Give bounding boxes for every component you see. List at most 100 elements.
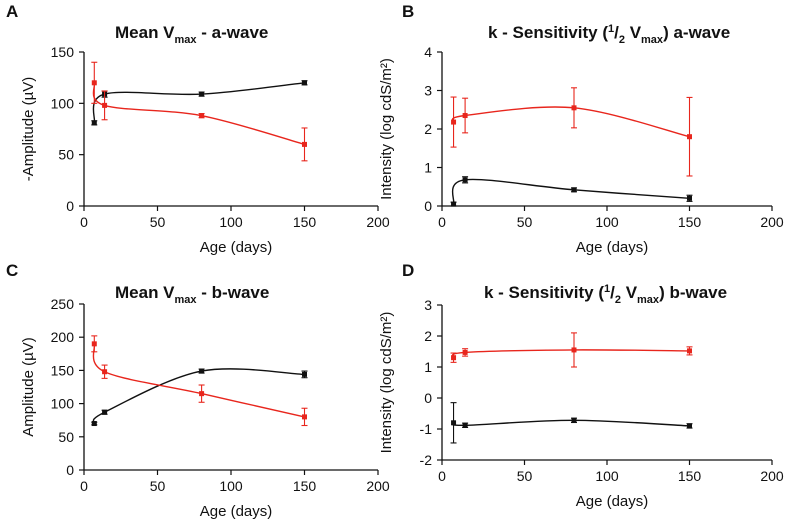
y-tick-label-b: 0 bbox=[424, 198, 432, 214]
x-tick-label-a: 100 bbox=[219, 214, 243, 230]
data-point-red-d bbox=[462, 349, 468, 355]
data-point-black-c bbox=[302, 371, 307, 377]
y-tick-label-c: 50 bbox=[58, 429, 74, 445]
x-tick-label-b: 100 bbox=[595, 214, 619, 230]
series-line-red-d bbox=[451, 349, 690, 359]
data-point-black-a bbox=[302, 80, 307, 86]
data-point-red-a bbox=[302, 141, 307, 147]
x-tick-label-c: 50 bbox=[150, 478, 166, 494]
x-tick-label-b: 50 bbox=[517, 214, 533, 230]
data-point-red-a bbox=[91, 80, 97, 86]
x-tick-label-b: 200 bbox=[760, 214, 784, 230]
data-point-black-b bbox=[451, 201, 457, 207]
series-line-black-c bbox=[92, 368, 305, 424]
x-axis-label-d: Age (days) bbox=[576, 493, 649, 510]
y-tick-label-a: 150 bbox=[51, 44, 75, 60]
y-tick-label-a: 100 bbox=[51, 95, 75, 111]
x-tick-label-b: 150 bbox=[678, 214, 702, 230]
chart-a-title: Mean Vmax - a-wave bbox=[115, 23, 268, 46]
data-point-black-c bbox=[199, 368, 205, 374]
y-tick-label-d: 2 bbox=[424, 328, 432, 344]
data-point-red-b bbox=[571, 105, 577, 111]
data-point-black-b bbox=[571, 187, 577, 193]
y-tick-label-d: -1 bbox=[420, 421, 433, 437]
series-line-black-b bbox=[451, 178, 690, 205]
data-point-black-c bbox=[91, 421, 97, 427]
data-point-black-d bbox=[687, 423, 692, 429]
chart-b-title: k - Sensitivity (1/2 Vmax) a-wave bbox=[488, 23, 730, 46]
data-point-red-a bbox=[102, 102, 108, 108]
x-tick-label-b: 0 bbox=[438, 214, 446, 230]
x-tick-label-c: 200 bbox=[366, 478, 390, 494]
data-point-black-b bbox=[462, 177, 468, 183]
y-tick-label-d: 1 bbox=[424, 359, 432, 375]
x-tick-label-d: 200 bbox=[760, 468, 784, 484]
data-point-red-d bbox=[451, 355, 457, 361]
data-point-red-c bbox=[91, 341, 97, 347]
chart-panel-d: D k - Sensitivity (1/2 Vmax) b-wave -2 -1… bbox=[378, 261, 784, 510]
series-line-black-d bbox=[451, 419, 690, 427]
panel-letter-c: C bbox=[6, 261, 18, 280]
y-tick-label-c: 250 bbox=[51, 296, 75, 312]
y-tick-label-b: 4 bbox=[424, 44, 432, 60]
chart-c-title: Mean Vmax - b-wave bbox=[115, 283, 269, 306]
data-point-red-d bbox=[687, 348, 692, 354]
panel-letter-b: B bbox=[402, 2, 414, 21]
x-axis-label-b: Age (days) bbox=[576, 239, 649, 256]
y-axis-label-c: Amplitude (µV) bbox=[20, 337, 37, 437]
data-point-black-c bbox=[102, 409, 108, 415]
data-point-black-a bbox=[91, 120, 97, 126]
data-point-red-d bbox=[571, 347, 577, 353]
y-tick-label-a: 0 bbox=[66, 198, 74, 214]
x-tick-label-a: 200 bbox=[366, 214, 390, 230]
y-axis-label-d: Intensity (log cdS/m²) bbox=[378, 312, 395, 454]
chart-d-title: k - Sensitivity (1/2 Vmax) b-wave bbox=[484, 283, 727, 306]
series-line-black-a bbox=[92, 82, 305, 124]
x-tick-label-c: 100 bbox=[219, 478, 243, 494]
data-point-black-b bbox=[687, 195, 692, 201]
y-tick-label-a: 50 bbox=[58, 147, 74, 163]
x-axis-label-c: Age (days) bbox=[200, 503, 273, 520]
data-point-black-d bbox=[571, 417, 577, 423]
x-tick-label-a: 0 bbox=[80, 214, 88, 230]
y-tick-label-b: 3 bbox=[424, 83, 432, 99]
y-axis-label-a: -Amplitude (µV) bbox=[20, 77, 37, 182]
x-tick-label-d: 50 bbox=[517, 468, 533, 484]
y-tick-label-d: 0 bbox=[424, 390, 432, 406]
data-point-red-b bbox=[451, 119, 457, 125]
chart-panel-a: A Mean Vmax - a-wave 0 50 100 150 0 50 100 150 2… bbox=[6, 2, 390, 256]
y-tick-label-c: 100 bbox=[51, 396, 75, 412]
series-line-red-b bbox=[451, 106, 690, 138]
x-axis-label-a: Age (days) bbox=[200, 239, 273, 256]
series-line-red-c bbox=[92, 343, 305, 418]
y-tick-label-c: 200 bbox=[51, 329, 75, 345]
data-point-black-d bbox=[462, 422, 468, 428]
panel-letter-a: A bbox=[6, 2, 18, 21]
data-point-red-a bbox=[199, 113, 205, 119]
y-tick-label-c: 150 bbox=[51, 362, 75, 378]
x-tick-label-a: 150 bbox=[293, 214, 317, 230]
x-tick-label-c: 150 bbox=[293, 478, 317, 494]
x-tick-label-d: 150 bbox=[678, 468, 702, 484]
panel-letter-d: D bbox=[402, 261, 414, 280]
y-tick-label-d: 3 bbox=[424, 297, 432, 313]
y-tick-label-c: 0 bbox=[66, 462, 74, 478]
x-tick-label-a: 50 bbox=[150, 214, 166, 230]
data-point-red-c bbox=[199, 391, 205, 397]
y-axis-label-b: Intensity (log cdS/m²) bbox=[378, 58, 395, 200]
x-tick-label-d: 0 bbox=[438, 468, 446, 484]
chart-panel-b: B k - Sensitivity (1/2 Vmax) a-wave 0 1 2 3… bbox=[378, 2, 784, 256]
data-point-black-a bbox=[199, 91, 205, 97]
data-point-red-c bbox=[302, 414, 307, 420]
y-tick-label-d: -2 bbox=[420, 452, 433, 468]
data-point-red-b bbox=[687, 134, 692, 140]
y-tick-label-b: 1 bbox=[424, 160, 432, 176]
y-tick-label-b: 2 bbox=[424, 121, 432, 137]
x-tick-label-c: 0 bbox=[80, 478, 88, 494]
data-point-red-b bbox=[462, 113, 468, 119]
x-tick-label-d: 100 bbox=[595, 468, 619, 484]
data-point-red-c bbox=[102, 369, 108, 375]
chart-panel-c: C Mean Vmax - b-wave 0 50 100 150 200 250 0 50 1… bbox=[6, 261, 390, 520]
data-point-black-d bbox=[451, 420, 457, 426]
